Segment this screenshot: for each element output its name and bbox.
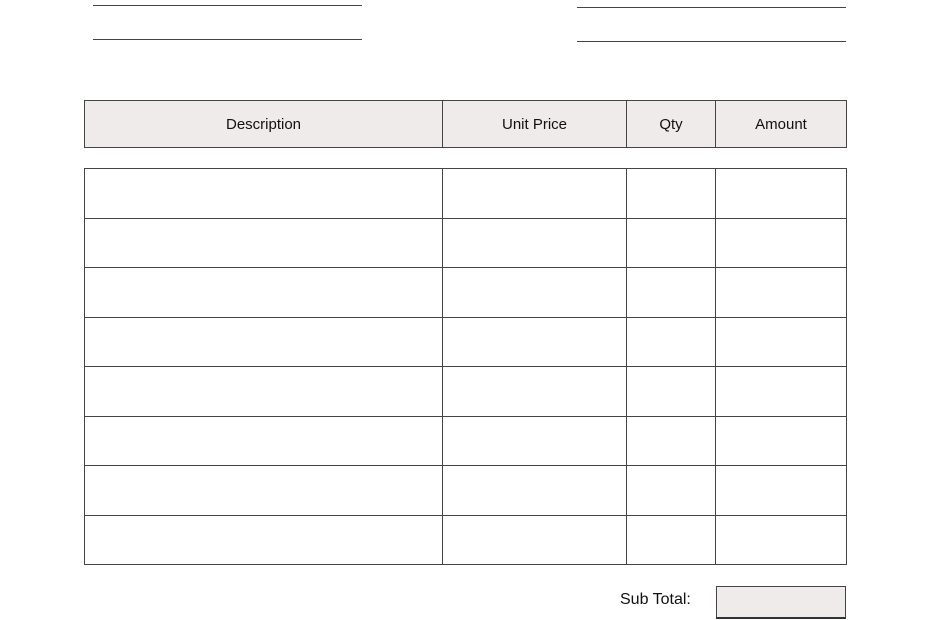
cell-description[interactable] — [84, 168, 443, 219]
cell-qty[interactable] — [626, 316, 716, 367]
column-header-table: Description Unit Price Qty Amount — [84, 100, 847, 148]
cell-description[interactable] — [84, 217, 443, 268]
cell-unit-price[interactable] — [442, 168, 627, 219]
cell-unit-price[interactable] — [442, 217, 627, 268]
cell-description[interactable] — [84, 366, 443, 417]
sub-total-field[interactable] — [716, 586, 846, 619]
cell-description[interactable] — [84, 415, 443, 466]
line-items-table — [84, 168, 847, 565]
cell-qty[interactable] — [626, 366, 716, 417]
header-unit-price: Unit Price — [442, 100, 627, 148]
blank-line-left-1[interactable] — [93, 5, 362, 6]
blank-line-right-2[interactable] — [577, 41, 846, 42]
cell-unit-price[interactable] — [442, 465, 627, 516]
blank-line-left-2[interactable] — [93, 39, 362, 40]
cell-description[interactable] — [84, 316, 443, 367]
header-description: Description — [84, 100, 443, 148]
cell-unit-price[interactable] — [442, 366, 627, 417]
cell-description[interactable] — [84, 465, 443, 516]
table-row — [84, 415, 847, 466]
cell-amount[interactable] — [715, 514, 847, 565]
cell-qty[interactable] — [626, 465, 716, 516]
cell-qty[interactable] — [626, 514, 716, 565]
header-amount: Amount — [715, 100, 847, 148]
table-row — [84, 217, 847, 268]
cell-qty[interactable] — [626, 415, 716, 466]
table-row — [84, 514, 847, 565]
table-row — [84, 465, 847, 516]
cell-qty[interactable] — [626, 168, 716, 219]
cell-unit-price[interactable] — [442, 514, 627, 565]
table-row — [84, 168, 847, 219]
cell-amount[interactable] — [715, 366, 847, 417]
table-row — [84, 366, 847, 417]
cell-amount[interactable] — [715, 168, 847, 219]
blank-line-right-1[interactable] — [577, 7, 846, 8]
header-qty: Qty — [626, 100, 716, 148]
cell-description[interactable] — [84, 514, 443, 565]
cell-amount[interactable] — [715, 316, 847, 367]
table-row — [84, 316, 847, 367]
table-row — [84, 267, 847, 318]
cell-description[interactable] — [84, 267, 443, 318]
cell-qty[interactable] — [626, 267, 716, 318]
sub-total-label: Sub Total: — [620, 591, 691, 608]
cell-unit-price[interactable] — [442, 267, 627, 318]
cell-qty[interactable] — [626, 217, 716, 268]
cell-amount[interactable] — [715, 465, 847, 516]
cell-amount[interactable] — [715, 415, 847, 466]
cell-amount[interactable] — [715, 217, 847, 268]
cell-unit-price[interactable] — [442, 316, 627, 367]
cell-amount[interactable] — [715, 267, 847, 318]
cell-unit-price[interactable] — [442, 415, 627, 466]
